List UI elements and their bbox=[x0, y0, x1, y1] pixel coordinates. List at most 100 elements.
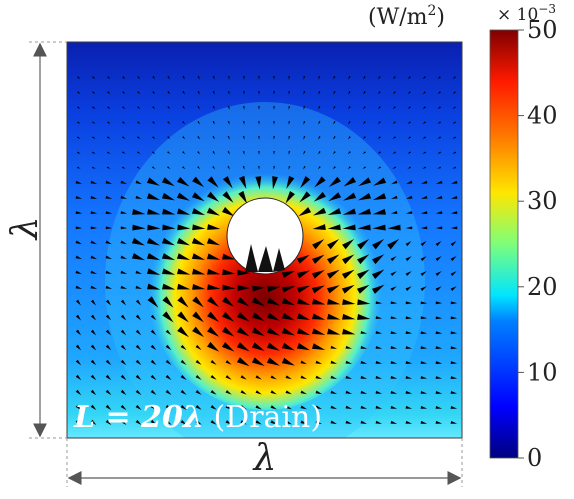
field-arrow bbox=[251, 297, 265, 307]
field-arrow bbox=[332, 151, 336, 155]
field-arrow bbox=[227, 76, 230, 80]
field-arrow bbox=[312, 224, 326, 230]
field-arrow bbox=[197, 151, 201, 155]
field-arrow bbox=[225, 375, 232, 380]
field-arrow bbox=[327, 313, 341, 320]
field-arrow bbox=[373, 177, 387, 186]
field-arrow bbox=[197, 106, 200, 110]
field-arrow bbox=[273, 76, 275, 80]
field-arrow bbox=[341, 254, 355, 265]
field-arrow bbox=[363, 76, 366, 80]
field-arrow bbox=[318, 106, 321, 110]
field-arrow bbox=[450, 226, 458, 230]
field-arrow bbox=[251, 342, 265, 352]
field-arrow bbox=[390, 195, 398, 199]
field-arrow bbox=[270, 375, 277, 380]
field-arrow bbox=[161, 253, 176, 261]
field-arrow bbox=[221, 207, 235, 217]
field-arrow bbox=[420, 271, 427, 277]
field-arrow bbox=[152, 166, 156, 169]
field-arrow bbox=[197, 91, 200, 95]
field-arrow bbox=[90, 374, 97, 381]
field-arrow bbox=[326, 254, 340, 265]
field-arrow bbox=[273, 166, 276, 170]
vector-arrows bbox=[75, 76, 458, 426]
field-arrow bbox=[330, 345, 338, 349]
field-arrow bbox=[146, 193, 161, 201]
field-arrow bbox=[422, 121, 426, 125]
field-arrow bbox=[311, 298, 326, 305]
field-arrow bbox=[191, 192, 205, 202]
field-arrow bbox=[362, 121, 366, 125]
field-arrow bbox=[150, 374, 157, 381]
field-arrow bbox=[341, 269, 355, 279]
field-arrow bbox=[303, 151, 306, 155]
field-arrow bbox=[450, 376, 458, 379]
field-arrow bbox=[161, 192, 176, 201]
field-arrow bbox=[266, 357, 280, 366]
field-arrow bbox=[120, 299, 127, 306]
field-arrow bbox=[192, 224, 206, 231]
field-arrow bbox=[347, 151, 351, 155]
field-arrow bbox=[405, 256, 412, 262]
field-arrow bbox=[251, 312, 265, 322]
field-arrow bbox=[135, 344, 142, 351]
field-arrow bbox=[390, 375, 398, 379]
field-arrow bbox=[390, 331, 398, 334]
field-arrow bbox=[75, 240, 82, 245]
field-arrow bbox=[392, 76, 396, 80]
field-arrow bbox=[107, 106, 111, 110]
field-arrow bbox=[270, 405, 277, 410]
field-arrow bbox=[347, 121, 351, 125]
field-arrow bbox=[317, 166, 321, 170]
field-arrow bbox=[450, 391, 458, 394]
field-arrow bbox=[212, 121, 215, 125]
field-arrow bbox=[90, 255, 97, 260]
field-arrow bbox=[242, 136, 245, 140]
field-arrow bbox=[92, 76, 96, 80]
field-arrow bbox=[405, 180, 413, 185]
field-arrow bbox=[177, 311, 189, 323]
field-arrow bbox=[450, 316, 458, 320]
field-arrow bbox=[242, 166, 245, 170]
field-arrow bbox=[407, 91, 411, 95]
field-arrow bbox=[191, 237, 206, 246]
field-arrow bbox=[240, 405, 247, 410]
field-arrow bbox=[255, 420, 262, 425]
field-arrow bbox=[392, 106, 396, 110]
field-arrow bbox=[405, 390, 413, 394]
field-arrow bbox=[120, 419, 127, 426]
field-arrow bbox=[420, 226, 428, 230]
field-arrow bbox=[357, 314, 371, 320]
field-arrow bbox=[326, 328, 341, 335]
field-arrow bbox=[75, 270, 83, 275]
field-arrow bbox=[152, 91, 156, 95]
colorbar-tick-label: 10 bbox=[527, 358, 558, 386]
field-arrow bbox=[192, 268, 206, 275]
field-arrow bbox=[92, 166, 96, 169]
field-arrow bbox=[242, 121, 245, 125]
field-arrow bbox=[258, 151, 260, 155]
field-arrow bbox=[405, 301, 413, 305]
field-arrow bbox=[227, 136, 230, 140]
field-arrow bbox=[90, 270, 98, 275]
field-arrow bbox=[237, 285, 251, 291]
field-arrow bbox=[435, 286, 442, 291]
field-arrow bbox=[345, 345, 353, 349]
field-arrow bbox=[90, 419, 97, 426]
field-arrow bbox=[420, 256, 427, 262]
field-arrow bbox=[90, 299, 97, 306]
field-arrow bbox=[255, 176, 262, 190]
field-arrow bbox=[405, 375, 413, 379]
field-arrow bbox=[273, 151, 275, 155]
field-arrow bbox=[120, 226, 128, 230]
colorbar-ticks: 0 10 20 30 40 50 bbox=[518, 16, 558, 472]
field-arrow bbox=[300, 360, 307, 365]
field-arrow bbox=[75, 226, 83, 230]
field-arrow bbox=[105, 270, 113, 275]
colorbar-tick-label: 40 bbox=[527, 102, 558, 130]
left-dimension: λ bbox=[5, 42, 47, 438]
field-arrow bbox=[207, 296, 219, 308]
field-arrow bbox=[330, 375, 338, 379]
field-arrow bbox=[258, 91, 260, 95]
